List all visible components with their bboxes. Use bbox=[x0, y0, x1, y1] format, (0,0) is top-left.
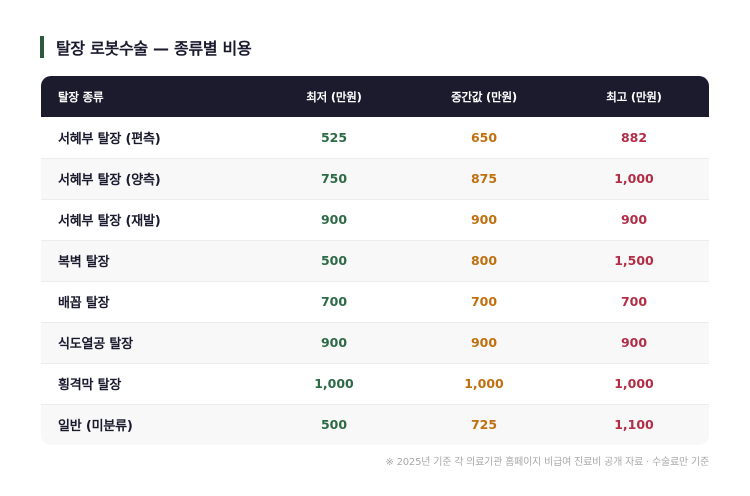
cost-table-container: 탈장 종류 최저 (만원) 중간값 (만원) 최고 (만원) 서혜부 탈장 (편… bbox=[41, 76, 709, 445]
table-row: 서혜부 탈장 (양측) 750 875 1,000 bbox=[41, 158, 709, 199]
mid-cost-cell: 725 bbox=[470, 417, 498, 433]
table-row: 횡격막 탈장 1,000 1,000 1,000 bbox=[41, 363, 709, 404]
table-row: 서혜부 탈장 (편측) 525 650 882 bbox=[41, 117, 709, 158]
min-cost-cell: 500 bbox=[320, 253, 348, 268]
table-row: 일반 (미분류) 500 725 1,100 bbox=[41, 404, 709, 445]
table-row: 배꼽 탈장 700 700 700 bbox=[41, 281, 709, 322]
min-cost-cell: 750 bbox=[320, 171, 348, 186]
column-header-mid: 중간값 (만원) bbox=[451, 89, 517, 104]
hernia-type-cell: 서혜부 탈장 (양측) bbox=[58, 173, 161, 188]
min-cost-cell: 525 bbox=[320, 129, 348, 145]
hernia-type-cell: 서혜부 탈장 (편측) bbox=[58, 131, 161, 147]
max-cost-cell: 700 bbox=[620, 294, 648, 309]
page-title: 탈장 로봇수술 — 종류별 비용 bbox=[56, 39, 252, 58]
min-cost-cell: 500 bbox=[320, 417, 348, 433]
hernia-type-cell: 복벽 탈장 bbox=[58, 255, 110, 270]
table-row: 복벽 탈장 500 800 1,500 bbox=[41, 240, 709, 281]
hernia-type-cell: 횡격막 탈장 bbox=[58, 378, 122, 393]
hernia-type-cell: 일반 (미분류) bbox=[58, 419, 133, 435]
source-footnote: ※ 2025년 기준 각 의료기관 홈페이지 비급여 진료비 공개 자료 · 수… bbox=[385, 457, 709, 468]
cost-table: 탈장 종류 최저 (만원) 중간값 (만원) 최고 (만원) 서혜부 탈장 (편… bbox=[41, 76, 709, 445]
max-cost-cell: 1,000 bbox=[614, 376, 654, 391]
column-header-min: 최저 (만원) bbox=[306, 89, 362, 104]
mid-cost-cell: 900 bbox=[470, 212, 498, 227]
column-header-type: 탈장 종류 bbox=[58, 89, 104, 104]
mid-cost-cell: 800 bbox=[470, 253, 498, 268]
max-cost-cell: 1,500 bbox=[614, 253, 654, 268]
min-cost-cell: 900 bbox=[320, 212, 348, 227]
min-cost-cell: 1,000 bbox=[314, 376, 354, 391]
table-row: 식도열공 탈장 900 900 900 bbox=[41, 322, 709, 363]
max-cost-cell: 900 bbox=[620, 212, 648, 227]
column-header-max: 최고 (만원) bbox=[606, 89, 662, 104]
table-header-row: 탈장 종류 최저 (만원) 중간값 (만원) 최고 (만원) bbox=[41, 76, 709, 117]
max-cost-cell: 900 bbox=[620, 335, 648, 350]
mid-cost-cell: 875 bbox=[470, 171, 498, 186]
mid-cost-cell: 650 bbox=[470, 129, 498, 145]
table-row: 서혜부 탈장 (재발) 900 900 900 bbox=[41, 199, 709, 240]
mid-cost-cell: 700 bbox=[470, 294, 498, 309]
min-cost-cell: 900 bbox=[320, 335, 348, 350]
hernia-type-cell: 서혜부 탈장 (재발) bbox=[58, 214, 161, 229]
hernia-type-cell: 배꼽 탈장 bbox=[58, 296, 110, 311]
mid-cost-cell: 1,000 bbox=[464, 376, 504, 391]
max-cost-cell: 882 bbox=[620, 129, 648, 145]
heading-accent-bar bbox=[40, 36, 44, 58]
mid-cost-cell: 900 bbox=[470, 335, 498, 350]
max-cost-cell: 1,000 bbox=[614, 171, 654, 186]
max-cost-cell: 1,100 bbox=[614, 417, 654, 433]
min-cost-cell: 700 bbox=[320, 294, 348, 309]
section-heading: 탈장 로봇수술 — 종류별 비용 bbox=[40, 36, 252, 58]
hernia-type-cell: 식도열공 탈장 bbox=[58, 337, 133, 352]
